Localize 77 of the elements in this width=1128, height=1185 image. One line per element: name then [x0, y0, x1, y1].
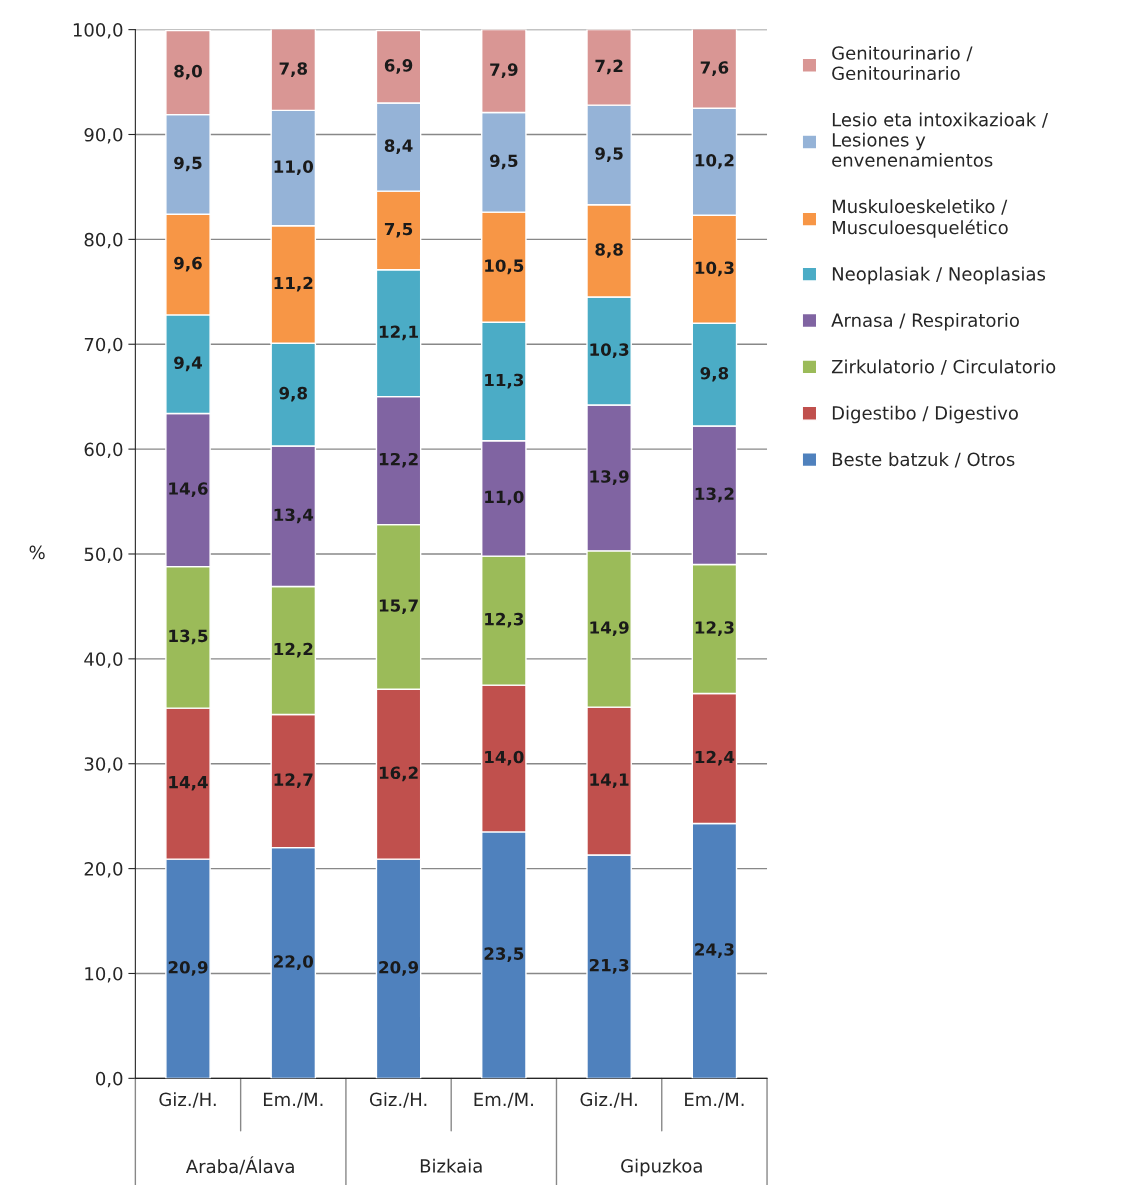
data-label: 7,6	[700, 61, 729, 76]
data-label: 14,0	[485, 750, 524, 766]
data-label: 12,2	[274, 642, 313, 658]
y-tick-label: 0,0	[96, 1071, 123, 1088]
data-label: 10,3	[695, 261, 734, 277]
legend-label: Genitourinario / Genitourinario	[832, 45, 973, 81]
data-label: 9,5	[489, 154, 518, 170]
data-label: 20,9	[379, 960, 419, 976]
x-tick-label: Em./M.	[474, 1092, 533, 1108]
data-label: 9,8	[279, 386, 308, 402]
legend-label: Muskuloeskeletiko / Musculoesquelético	[832, 199, 1008, 238]
x-tick-label: Giz./H.	[580, 1092, 637, 1108]
data-label: 13,2	[695, 487, 734, 503]
data-label: 11,0	[485, 490, 524, 506]
y-axis-title: %	[29, 545, 45, 560]
data-label: 24,3	[695, 943, 734, 958]
data-label: 10,5	[485, 259, 524, 275]
text: Gipuzkoa	[621, 1158, 702, 1177]
data-label: 15,7	[379, 599, 418, 614]
data-label: 8,0	[174, 64, 202, 80]
data-label: 21,3	[589, 958, 629, 974]
data-label: 12,1	[379, 325, 418, 341]
data-label: 7,2	[595, 59, 623, 75]
data-label: 12,4	[695, 750, 735, 766]
data-label: 13,9	[590, 470, 629, 485]
data-label: 9,5	[174, 156, 202, 172]
y-tick-label: 100,0	[73, 23, 123, 39]
data-label: 22,0	[274, 955, 314, 970]
data-label: 14,4	[169, 776, 208, 791]
x-tick-label: Giz./H.	[159, 1092, 216, 1108]
data-label: 10,3	[590, 343, 629, 359]
legend-label: Arnasa / Respiratorio	[831, 313, 1019, 331]
y-tick-label: 50,0	[84, 547, 123, 563]
data-label: 9,8	[700, 366, 729, 382]
data-label: 14,6	[169, 482, 208, 497]
y-tick-label: 10,0	[85, 966, 123, 983]
legend-label: Beste batzuk / Otros	[832, 452, 1015, 468]
y-tick-label: 90,0	[84, 127, 123, 144]
data-label: 12,3	[485, 612, 524, 628]
legend-label: Neoplasiak / Neoplasias	[832, 266, 1046, 285]
data-label: 12,3	[695, 621, 734, 636]
y-tick-label: 80,0	[84, 232, 123, 249]
data-label: 7,8	[279, 62, 308, 77]
data-label: 7,9	[490, 63, 518, 79]
data-label: 6,9	[384, 59, 413, 74]
data-label: 9,5	[595, 147, 623, 162]
data-label: 8,4	[384, 139, 413, 155]
data-label: 14,1	[590, 773, 629, 788]
data-label: 12,2	[379, 452, 418, 468]
data-label: 7,5	[384, 222, 413, 238]
data-label: 12,7	[274, 773, 313, 788]
data-label: 14,9	[590, 621, 629, 636]
data-label: 23,5	[484, 947, 524, 963]
text: Bizkaia	[420, 1158, 482, 1173]
data-label: 10,2	[695, 153, 734, 169]
data-label: 20,9	[168, 960, 208, 976]
text: Araba/Álava	[185, 1156, 294, 1175]
x-tick-label: Em./M.	[263, 1092, 323, 1108]
data-label: 8,8	[595, 243, 623, 258]
data-label: 9,6	[174, 256, 202, 272]
x-tick-label: Em./M.	[685, 1092, 744, 1108]
data-label: 11,3	[485, 373, 524, 389]
data-label: 11,2	[274, 276, 313, 292]
data-label: 11,0	[274, 160, 314, 176]
y-tick-label: 60,0	[84, 442, 123, 459]
y-tick-label: 40,0	[84, 652, 123, 668]
data-label: 13,5	[169, 629, 208, 645]
x-tick-label: Giz./H.	[369, 1092, 427, 1108]
y-tick-label: 70,0	[84, 337, 123, 354]
data-label: 16,2	[379, 766, 418, 782]
legend-label: Lesio eta intoxikazioak / Lesiones y envenenamientos	[832, 112, 1048, 167]
y-tick-label: 20,0	[84, 862, 123, 878]
legend-label: Zirkulatorio / Circulatorio	[831, 359, 1056, 375]
y-tick-label: 30,0	[84, 757, 123, 773]
data-label: 9,4	[174, 356, 202, 372]
data-label: 13,4	[274, 508, 314, 524]
legend-label: Digestibo / Digestivo	[832, 405, 1018, 424]
